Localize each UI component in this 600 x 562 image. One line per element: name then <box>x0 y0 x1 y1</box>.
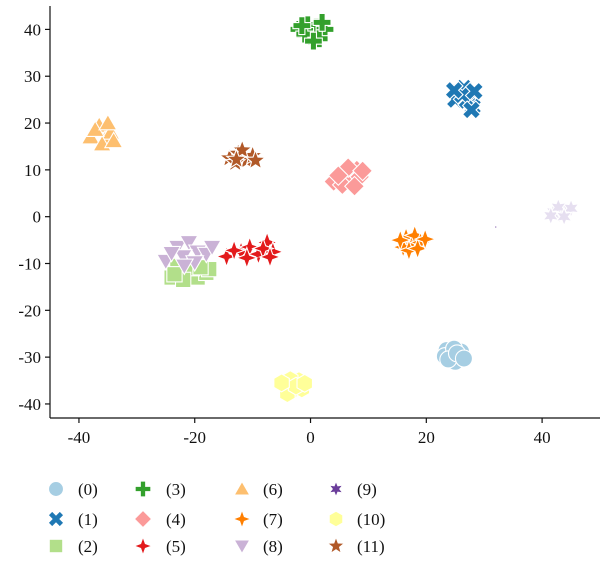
legend-marker <box>48 538 64 554</box>
y-tick-label: 10 <box>24 161 41 180</box>
series-0 <box>435 339 473 371</box>
legend-marker <box>233 539 251 555</box>
data-point <box>549 196 568 218</box>
x-tick-label: -40 <box>68 428 91 447</box>
data-point <box>541 205 560 227</box>
data-point <box>179 235 199 253</box>
legend-marker <box>47 480 65 498</box>
legend-item: (11) <box>325 535 385 556</box>
data-point <box>444 80 464 100</box>
legend-label: (6) <box>263 480 283 499</box>
series-4 <box>323 156 374 197</box>
series-11 <box>218 138 267 173</box>
legend-item: (3) <box>134 480 186 499</box>
legend-marker <box>133 509 153 529</box>
series-6 <box>80 113 124 152</box>
y-tick-label: 0 <box>33 208 42 227</box>
y-tick-label: -20 <box>18 301 41 320</box>
legend-marker <box>325 535 347 555</box>
data-point <box>303 31 323 51</box>
series-10 <box>273 370 314 404</box>
legend-item: (9) <box>327 479 377 499</box>
legend-label: (11) <box>357 537 385 556</box>
plot-axes: 40 30 20 10 0 -10 -20 -30 -40 -40 -20 0 20 40 <box>18 6 600 447</box>
data-point <box>343 175 366 197</box>
legend-label: (7) <box>263 510 283 529</box>
data-point <box>352 160 374 182</box>
x-tick-label: 20 <box>418 428 435 447</box>
y-tick-label: -30 <box>18 348 41 367</box>
series-8 <box>156 235 222 276</box>
series-12 <box>541 196 581 228</box>
y-tick-label: -10 <box>18 255 41 274</box>
data-point <box>292 16 312 36</box>
legend-label: (1) <box>78 510 98 529</box>
data-point <box>327 164 349 187</box>
data-point <box>166 266 183 283</box>
data-point <box>464 81 485 101</box>
legend-item: (4) <box>133 509 186 529</box>
legend-label: (8) <box>263 537 283 556</box>
legend-label: (9) <box>357 480 377 499</box>
data-point <box>161 245 182 263</box>
y-tick-label: 20 <box>24 114 41 133</box>
legend-marker <box>134 480 152 498</box>
legend: (0) (1) (2) (3) (4) (5) (6) (7) (8) (9) (10) (11) <box>47 479 385 557</box>
data-point <box>413 227 437 251</box>
data-point <box>258 245 282 269</box>
legend-marker <box>328 510 344 528</box>
data-point <box>225 147 248 170</box>
series-1 <box>444 78 485 120</box>
data-point <box>222 238 246 263</box>
data-point <box>461 100 482 120</box>
legend-marker <box>132 535 154 557</box>
series-7 <box>388 223 437 263</box>
data-point <box>312 12 332 32</box>
legend-marker <box>47 510 65 528</box>
data-point <box>202 239 222 257</box>
legend-marker <box>231 508 253 530</box>
y-tick-label: 40 <box>24 20 41 39</box>
legend-item: (8) <box>233 537 283 556</box>
legend-item: (2) <box>48 537 98 556</box>
legend-label: (2) <box>78 537 98 556</box>
x-tick-label: -20 <box>183 428 206 447</box>
data-point <box>103 131 124 149</box>
y-tick-label: 30 <box>24 67 41 86</box>
data-point <box>174 258 195 276</box>
legend-item: (1) <box>47 510 98 529</box>
series-5 <box>214 230 285 270</box>
legend-item: (6) <box>233 480 283 499</box>
x-tick-label: 40 <box>534 428 551 447</box>
data-point <box>251 236 275 261</box>
legend-label: (4) <box>166 510 186 529</box>
legend-label: (3) <box>166 480 186 499</box>
legend-marker <box>327 479 345 499</box>
data-point <box>555 206 574 228</box>
data-point <box>230 138 254 160</box>
series-3 <box>289 12 335 51</box>
legend-item: (10) <box>328 510 385 529</box>
data-point <box>244 148 267 171</box>
legend-label: (10) <box>357 510 385 529</box>
data-point <box>273 373 290 393</box>
legend-item: (5) <box>132 535 186 557</box>
legend-marker <box>233 480 251 496</box>
data-point <box>405 236 430 261</box>
legend-label: (0) <box>78 480 98 499</box>
legend-item: (0) <box>47 480 98 499</box>
x-tick-label: 0 <box>306 428 315 447</box>
data-point <box>296 373 314 393</box>
data-point <box>98 113 118 131</box>
data-point <box>235 246 259 270</box>
legend-item: (7) <box>231 508 283 530</box>
legend-label: (5) <box>166 537 186 556</box>
y-tick-label: -40 <box>18 395 41 414</box>
data-point <box>454 349 473 368</box>
series-9 <box>492 223 500 231</box>
plot-points <box>80 12 581 404</box>
data-point <box>492 223 500 231</box>
